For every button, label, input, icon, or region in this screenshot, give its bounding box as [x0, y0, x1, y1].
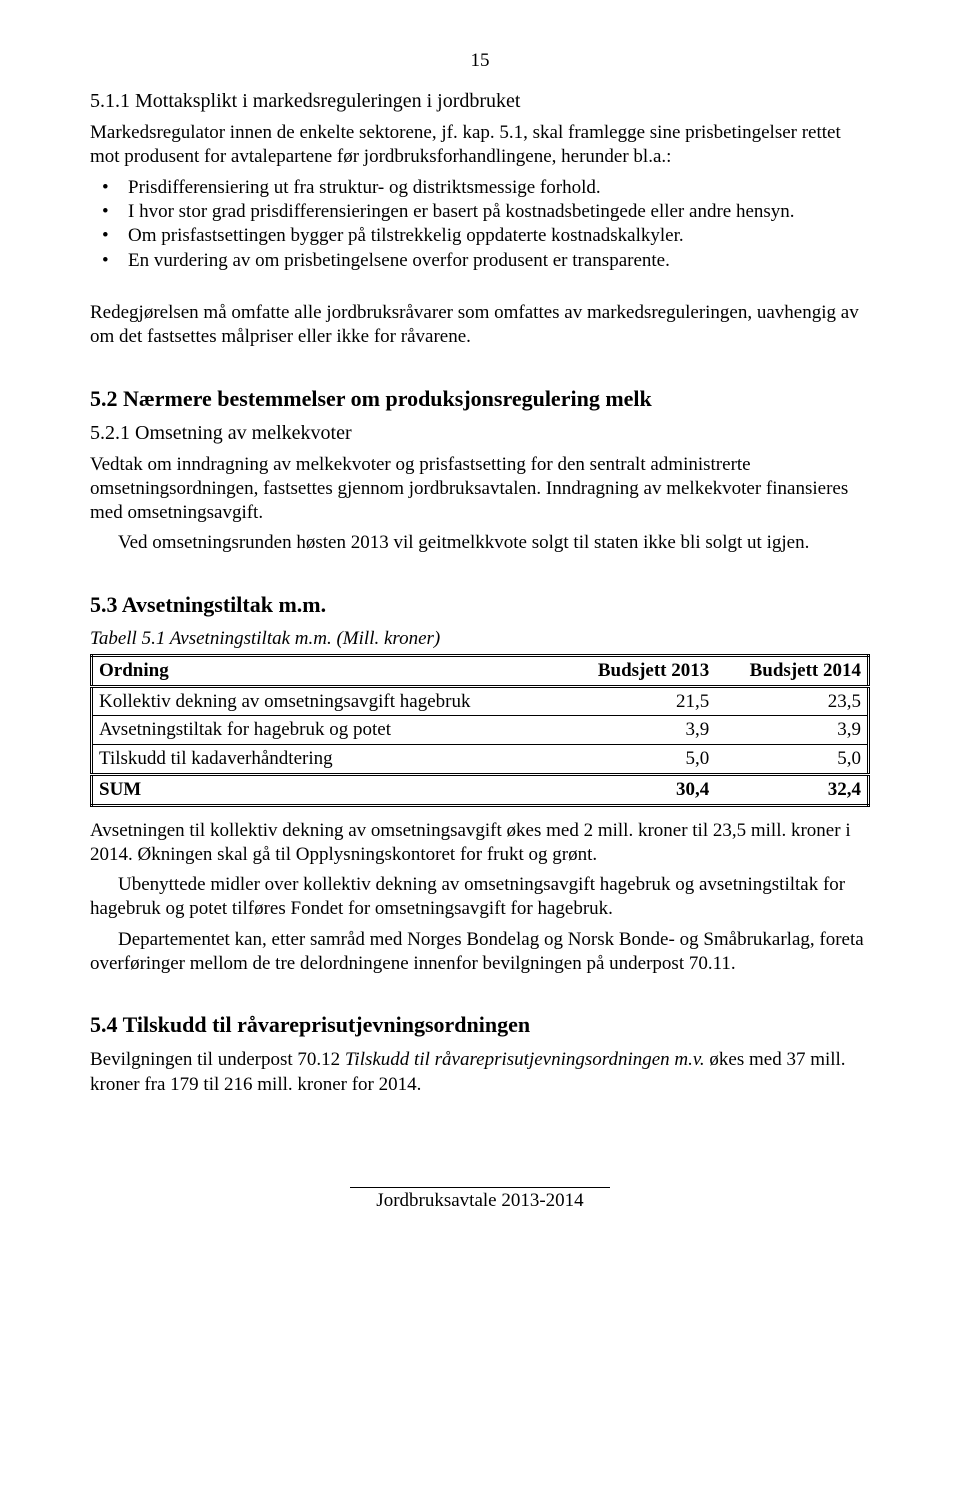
text-span: Bevilgningen til underpost 70.12: [90, 1049, 345, 1070]
column-header: Budsjett 2013: [564, 655, 715, 686]
table-cell: 23,5: [715, 686, 868, 716]
heading-5-4: 5.4 Tilskudd til råvareprisutjevningsord…: [90, 1012, 870, 1038]
heading-5-1-1: 5.1.1 Mottaksplikt i markedsreguleringen…: [90, 90, 870, 113]
paragraph: Vedtak om inndragning av melkekvoter og …: [90, 453, 870, 526]
table-cell: SUM: [92, 774, 564, 805]
table-cell: 21,5: [564, 686, 715, 716]
table-sum-row: SUM 30,4 32,4: [92, 774, 869, 805]
table-cell: Kollektiv dekning av omsetningsavgift ha…: [92, 686, 564, 716]
column-header: Ordning: [92, 655, 564, 686]
paragraph: Markedsregulator innen de enkelte sektor…: [90, 121, 870, 170]
table-cell: 30,4: [564, 774, 715, 805]
table-cell: Avsetningstiltak for hagebruk og potet: [92, 716, 564, 745]
paragraph: Redegjørelsen må omfatte alle jordbruksr…: [90, 301, 870, 350]
text-italic: Tilskudd til råvareprisutjevningsordning…: [345, 1049, 705, 1070]
bullet-item: En vurdering av om prisbetingelsene over…: [90, 249, 870, 273]
heading-5-3: 5.3 Avsetningstiltak m.m.: [90, 592, 870, 618]
table-cell: 3,9: [715, 716, 868, 745]
table-avsetningstiltak: Ordning Budsjett 2013 Budsjett 2014 Koll…: [90, 654, 870, 807]
footer-text: Jordbruksavtale 2013-2014: [350, 1187, 610, 1212]
bullet-list: Prisdifferensiering ut fra struktur- og …: [90, 176, 870, 273]
paragraph: Avsetningen til kollektiv dekning av oms…: [90, 819, 870, 868]
table-cell: 5,0: [564, 745, 715, 775]
table-header-row: Ordning Budsjett 2013 Budsjett 2014: [92, 655, 869, 686]
table-cell: 3,9: [564, 716, 715, 745]
heading-5-2: 5.2 Nærmere bestemmelser om produksjonsr…: [90, 386, 870, 412]
paragraph: Departementet kan, etter samråd med Norg…: [90, 928, 870, 977]
table-caption: Tabell 5.1 Avsetningstiltak m.m. (Mill. …: [90, 628, 870, 650]
table-row: Avsetningstiltak for hagebruk og potet 3…: [92, 716, 869, 745]
table-cell: 5,0: [715, 745, 868, 775]
table-cell: 32,4: [715, 774, 868, 805]
paragraph: Bevilgningen til underpost 70.12 Tilskud…: [90, 1048, 870, 1097]
bullet-item: Prisdifferensiering ut fra struktur- og …: [90, 176, 870, 200]
heading-5-2-1: 5.2.1 Omsetning av melkekvoter: [90, 422, 870, 445]
table-row: Tilskudd til kadaverhåndtering 5,0 5,0: [92, 745, 869, 775]
paragraph: Ubenyttede midler over kollektiv dekning…: [90, 873, 870, 922]
column-header: Budsjett 2014: [715, 655, 868, 686]
paragraph: Ved omsetningsrunden høsten 2013 vil gei…: [90, 531, 870, 555]
table-cell: Tilskudd til kadaverhåndtering: [92, 745, 564, 775]
document-page: 15 5.1.1 Mottaksplikt i markedsregulerin…: [0, 0, 960, 1252]
bullet-item: I hvor stor grad prisdifferensieringen e…: [90, 200, 870, 224]
bullet-item: Om prisfastsettingen bygger på tilstrekk…: [90, 224, 870, 248]
table-row: Kollektiv dekning av omsetningsavgift ha…: [92, 686, 869, 716]
page-number: 15: [90, 50, 870, 72]
